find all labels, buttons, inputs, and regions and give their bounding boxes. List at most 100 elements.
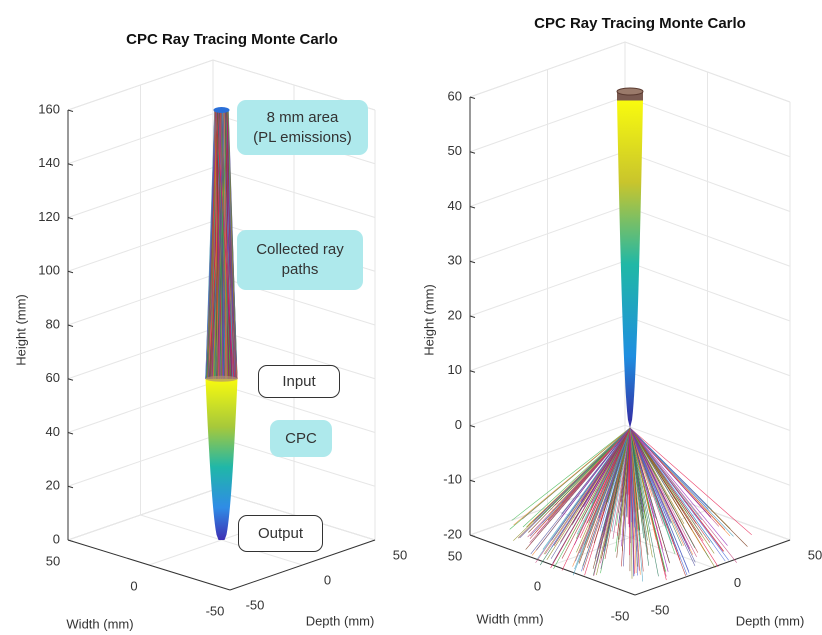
ray-path [619,427,631,540]
y-axis [634,539,791,596]
cpc-geometry [509,87,752,582]
y-axis-label: Depth (mm) [306,613,375,628]
ray-path [588,427,631,522]
annotation-line: Input [282,372,316,390]
ray-path [511,427,631,521]
ray-path [629,427,644,507]
z-tick-label: 30 [448,253,462,268]
y-tick-label: 0 [324,572,331,587]
x-axis-label: Width (mm) [476,611,543,626]
ray-path [211,109,219,379]
ray-path [629,427,715,554]
tick-mark [67,163,74,166]
ray-path [629,427,728,546]
ray-path [599,427,631,532]
ray-path [629,427,729,561]
cpc-surface [205,378,238,540]
z-tick-label: 140 [38,155,60,170]
tick-mark [67,270,74,274]
grid-line [634,102,791,596]
ray-path [629,427,669,572]
z-tick-label: -20 [443,526,462,541]
annotation: Input [258,365,340,398]
ray-path [550,427,631,569]
ray-path [530,427,631,555]
x-tick-label: 50 [46,553,60,568]
x-tick-label: 50 [448,548,462,563]
tick-mark [469,370,476,373]
z-axis-label: Height (mm) [13,294,28,366]
ray-path [629,427,659,577]
ray-path [590,427,631,511]
ray-path [629,427,671,523]
ray-path [629,427,691,549]
ray-path [546,427,631,560]
ray-path [629,427,708,506]
ray-path [576,427,631,535]
source-area [213,107,230,113]
tick-mark [469,96,476,99]
ray-path [603,427,631,512]
tick-mark [469,315,476,318]
ray-path [533,427,631,522]
ray-path [522,427,631,528]
z-tick-label: -10 [443,472,462,487]
annotation-line: Collected ray [256,241,344,258]
tick-mark [469,151,476,154]
annotation-line: paths [281,261,319,278]
tick-mark [469,206,476,209]
y-tick-label: 50 [393,547,407,562]
z-tick-label: 20 [448,307,462,322]
ray-path [596,427,631,576]
ray-path [629,427,635,574]
annotation: CPC [270,420,332,457]
z-tick-label: 20 [46,478,60,493]
ray-path [553,427,631,569]
y-tick-label: -50 [651,602,670,617]
z-axis-label: Height (mm) [421,284,436,356]
ray-path [629,427,670,564]
ray-path [629,427,685,524]
ray-path [216,109,219,379]
ray-path [560,427,631,543]
ray-path [214,109,219,379]
ray-path [228,109,238,379]
z-tick-label: 10 [448,362,462,377]
ray-path [629,427,714,545]
ray-path [629,427,734,537]
tick-mark [67,378,74,381]
ray-path [215,109,234,379]
ray-path [629,427,651,525]
ray-path [600,427,631,574]
z-tick-label: 60 [448,88,462,103]
z-tick-label: 80 [46,316,60,331]
ray-path [627,427,631,495]
ray-path [622,427,631,552]
cpc-input [205,375,238,382]
z-tick-label: 60 [46,370,60,385]
annotation-line: Output [257,524,304,542]
ray-path [618,427,631,524]
tick-mark [67,485,74,489]
ray-path [559,427,631,501]
ray-path [513,427,631,526]
ray-path [629,427,712,518]
ray-path [629,427,673,498]
chart-title: CPC Ray Tracing Monte Carlo [534,15,746,32]
ray-path [629,427,737,563]
annotation-line: CPC [285,429,317,447]
cpc-top-cap [616,87,644,96]
tick-mark [67,109,74,112]
ray-path [574,427,631,570]
ray-path [549,427,631,515]
chart-title: CPC Ray Tracing Monte Carlo [126,31,338,48]
x-tick-label: 0 [130,578,137,593]
ray-path [629,427,688,576]
y-tick-label: 50 [808,547,822,562]
tick-mark [469,425,476,428]
ray-path [611,427,631,532]
z-tick-label: 40 [448,198,462,213]
x-axis-label: Width (mm) [66,616,133,631]
